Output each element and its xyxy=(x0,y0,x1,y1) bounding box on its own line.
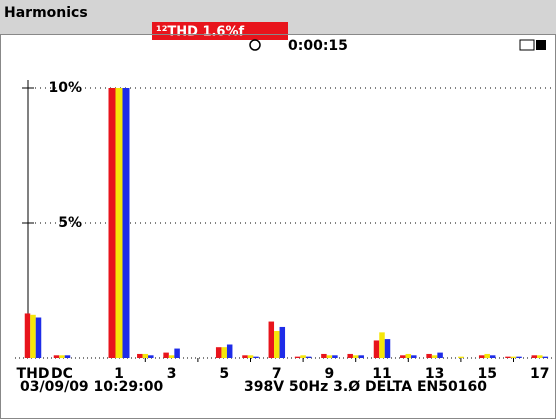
bar xyxy=(221,347,227,358)
bar xyxy=(115,88,123,358)
x-tick-label: 5 xyxy=(219,366,229,382)
bar xyxy=(53,355,60,358)
bar xyxy=(242,355,248,358)
bar xyxy=(384,339,391,358)
bar xyxy=(510,356,517,358)
bar xyxy=(537,355,543,358)
x-tick-label: 13 xyxy=(425,366,444,382)
screen-title: Harmonics xyxy=(4,5,88,21)
bar xyxy=(505,356,511,358)
bar xyxy=(30,314,36,358)
bar xyxy=(108,88,116,358)
clock-icon xyxy=(249,39,261,51)
bar xyxy=(174,348,180,358)
footer-config: 398V 50Hz 3.Ø DELTA EN50160 xyxy=(244,379,487,395)
bar xyxy=(332,355,338,358)
bar xyxy=(64,355,71,358)
bar xyxy=(253,356,259,358)
bar xyxy=(305,356,312,358)
bar xyxy=(426,353,432,358)
status-icon xyxy=(519,39,535,51)
bar xyxy=(226,344,233,358)
footer-datetime: 03/09/09 10:29:00 xyxy=(20,379,163,395)
x-tick-label: 3 xyxy=(167,366,177,382)
bar xyxy=(268,321,275,358)
bar xyxy=(24,313,31,358)
x-tick-label: DC xyxy=(51,366,73,382)
battery-icon xyxy=(536,40,546,50)
bar xyxy=(279,326,286,358)
bar xyxy=(294,356,301,358)
bar xyxy=(247,355,254,358)
bar xyxy=(478,355,485,358)
x-tick-label: 11 xyxy=(372,366,391,382)
bar xyxy=(411,355,417,358)
bar xyxy=(531,355,538,358)
bar xyxy=(148,355,154,358)
bar xyxy=(358,355,364,358)
bar xyxy=(215,347,222,358)
bar xyxy=(489,355,496,358)
bar xyxy=(352,355,359,358)
readout-box xyxy=(152,22,288,40)
bar xyxy=(142,353,149,358)
bar xyxy=(379,332,385,358)
x-tick-label: 9 xyxy=(325,366,335,382)
x-tick-label: 17 xyxy=(530,366,549,382)
readout: ¹²THD 1.6%f xyxy=(156,25,245,40)
bar xyxy=(168,355,175,358)
timer: 0:00:15 xyxy=(288,38,348,54)
x-tick-label: THD xyxy=(17,366,50,382)
frame xyxy=(0,34,556,419)
bar xyxy=(458,356,464,358)
bar xyxy=(373,340,380,358)
bar xyxy=(59,355,65,358)
bar xyxy=(542,356,549,358)
bar xyxy=(35,317,42,358)
bar xyxy=(431,355,438,358)
bar xyxy=(274,331,280,358)
bar xyxy=(484,353,490,358)
bar xyxy=(400,355,406,358)
bar xyxy=(347,353,353,358)
bar xyxy=(321,353,327,358)
bar xyxy=(516,356,522,358)
bar xyxy=(405,353,412,358)
bar xyxy=(437,352,443,358)
x-tick-label: 15 xyxy=(477,366,496,382)
bar xyxy=(326,355,333,358)
bar xyxy=(137,353,143,358)
bar xyxy=(163,352,169,358)
bar xyxy=(300,355,306,358)
x-tick-label: 7 xyxy=(272,366,282,382)
x-tick-label: 1 xyxy=(114,366,124,382)
bar xyxy=(122,88,130,358)
